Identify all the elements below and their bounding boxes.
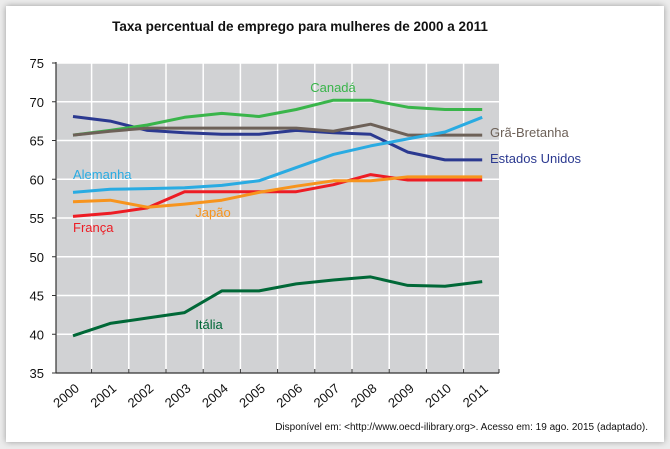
x-tick-label: 2005 bbox=[236, 381, 268, 411]
x-tick-label: 2009 bbox=[385, 381, 417, 411]
y-tick-label: 40 bbox=[30, 327, 44, 342]
series-line-gra-bretanha bbox=[72, 122, 483, 137]
series-line-alemanha bbox=[72, 115, 483, 194]
series-label: Grã-Bretanha bbox=[490, 125, 570, 140]
x-tick-label: 2010 bbox=[422, 381, 454, 411]
series-label: França bbox=[73, 220, 114, 235]
x-tick-label: 2008 bbox=[348, 381, 380, 411]
series-labels: Estados Unidos Canadá Grã-Bretanha Alemanha… bbox=[73, 80, 582, 332]
x-tick-label: 2011 bbox=[460, 381, 491, 410]
x-tick-label: 2002 bbox=[125, 381, 157, 411]
series-label: Japão bbox=[195, 205, 230, 220]
source-note: Disponível em: <http://www.oecd-ilibrary… bbox=[275, 422, 648, 433]
axes bbox=[52, 62, 500, 374]
x-tick-label: 2006 bbox=[273, 381, 305, 411]
y-tick-label: 70 bbox=[30, 95, 44, 110]
series-line-japao bbox=[72, 175, 483, 209]
y-tick-label: 75 bbox=[30, 56, 44, 71]
x-tick-label: 2007 bbox=[311, 381, 343, 411]
x-tick-label: 2000 bbox=[50, 381, 82, 411]
series-label: Canadá bbox=[310, 80, 356, 95]
gridlines bbox=[56, 62, 499, 373]
series-label: Alemanha bbox=[73, 167, 132, 182]
x-tick-label: 2003 bbox=[162, 381, 194, 411]
y-tick-label: 65 bbox=[30, 134, 44, 149]
series-lines bbox=[72, 98, 483, 338]
series-line-canada bbox=[72, 98, 483, 137]
y-tick-label: 50 bbox=[30, 250, 44, 265]
y-tick-labels: 75 70 65 60 55 50 45 40 35 bbox=[30, 56, 44, 381]
chart-title: Taxa percentual de emprego para mulheres… bbox=[112, 19, 488, 34]
x-tick-label: 2004 bbox=[199, 381, 231, 411]
x-tick-labels: 2000 2001 2002 2003 2004 2005 2006 2007 2008 2009… bbox=[50, 381, 491, 411]
y-tick-label: 55 bbox=[30, 211, 44, 226]
series-label: Itália bbox=[195, 317, 223, 332]
y-tick-label: 45 bbox=[30, 289, 44, 304]
x-tick-label: 2001 bbox=[87, 381, 119, 411]
y-tick-label: 35 bbox=[30, 366, 44, 381]
series-line-italia bbox=[72, 275, 483, 338]
series-line-franca bbox=[72, 173, 483, 218]
series-label: Estados Unidos bbox=[490, 151, 582, 166]
y-tick-label: 60 bbox=[30, 172, 44, 187]
